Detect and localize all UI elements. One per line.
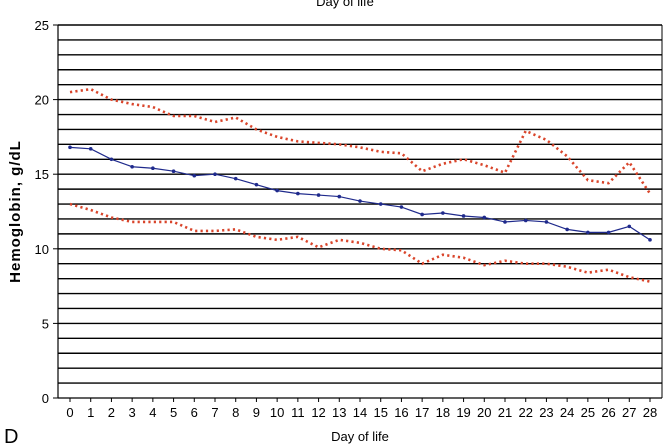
x-tick-label: 9 [253, 405, 260, 420]
x-tick-label: 19 [456, 405, 470, 420]
x-tick-label: 16 [394, 405, 408, 420]
x-tick-label: 22 [518, 405, 532, 420]
x-tick-label: 11 [291, 405, 305, 420]
y-tick-label: 10 [35, 242, 49, 257]
y-tick-labels: 0 5 10 15 20 25 [35, 18, 58, 406]
series-line-2 [69, 146, 651, 241]
y-tick-label: 20 [35, 93, 49, 108]
x-tick-label: 21 [498, 405, 512, 420]
x-tick-label: 12 [311, 405, 325, 420]
series-lines [68, 87, 652, 283]
x-tick-label: 5 [170, 405, 177, 420]
y-axis-label: Hemoglobin, g/dL [7, 140, 24, 283]
x-tick-label: 26 [601, 405, 615, 420]
data-point [523, 218, 528, 223]
data-point [337, 194, 342, 199]
data-point [151, 166, 155, 171]
x-tick-label: 7 [211, 405, 218, 420]
data-point [544, 220, 549, 224]
x-tick-label: 3 [129, 405, 136, 420]
data-point [399, 205, 404, 209]
data-point [233, 176, 238, 181]
data-point [461, 214, 466, 218]
data-point [586, 230, 590, 235]
top-cut-label: Day of life [316, 0, 374, 9]
x-tick-label: 1 [87, 405, 94, 420]
series-line-1 [69, 87, 652, 195]
data-point [482, 215, 487, 220]
data-point [88, 147, 93, 151]
y-tick-label: 15 [35, 167, 49, 182]
x-tick-label: 17 [415, 405, 429, 420]
series-line-3 [69, 202, 651, 283]
x-tick-label: 15 [373, 405, 387, 420]
data-point [192, 173, 197, 178]
data-point [68, 145, 72, 150]
data-point [316, 193, 321, 197]
x-tick-label: 28 [643, 405, 657, 420]
data-point [420, 212, 424, 217]
x-tick-label: 8 [232, 405, 239, 420]
panel-label: D [4, 426, 18, 447]
data-point [565, 227, 569, 232]
x-tick-label: 25 [581, 405, 595, 420]
x-tick-label: 6 [191, 405, 198, 420]
y-tick-label: 0 [42, 391, 49, 406]
axes [57, 25, 663, 399]
x-tick-labels: 0 1 2 3 4 5 6 7 8 9 10 11 12 13 14 15 16 17 18 19 20 21 22 23 24… [66, 398, 657, 420]
x-tick-label: 0 [66, 405, 73, 420]
x-tick-label: 2 [108, 405, 115, 420]
data-point [503, 220, 507, 224]
data-point [275, 188, 279, 193]
gridlines [58, 24, 662, 384]
x-tick-label: 24 [560, 405, 574, 420]
x-tick-label: 23 [539, 405, 553, 420]
x-tick-label: 27 [622, 405, 636, 420]
x-tick-label: 13 [332, 405, 346, 420]
x-tick-label: 14 [353, 405, 367, 420]
x-axis-label: Day of life [331, 429, 389, 444]
data-point [130, 164, 134, 169]
x-tick-label: 10 [270, 405, 284, 420]
data-point [171, 169, 176, 174]
data-point [109, 157, 114, 162]
data-point [358, 199, 362, 203]
data-point [441, 211, 445, 215]
y-tick-label: 25 [35, 18, 49, 33]
data-point [213, 172, 217, 176]
x-tick-label: 4 [149, 405, 156, 420]
data-point [296, 191, 300, 196]
data-point [254, 182, 259, 187]
x-tick-label: 18 [436, 405, 450, 420]
data-point [378, 202, 383, 206]
x-tick-label: 20 [477, 405, 491, 420]
data-point [648, 238, 652, 242]
data-point [627, 224, 632, 229]
data-point [606, 230, 611, 235]
y-tick-label: 5 [42, 316, 49, 331]
